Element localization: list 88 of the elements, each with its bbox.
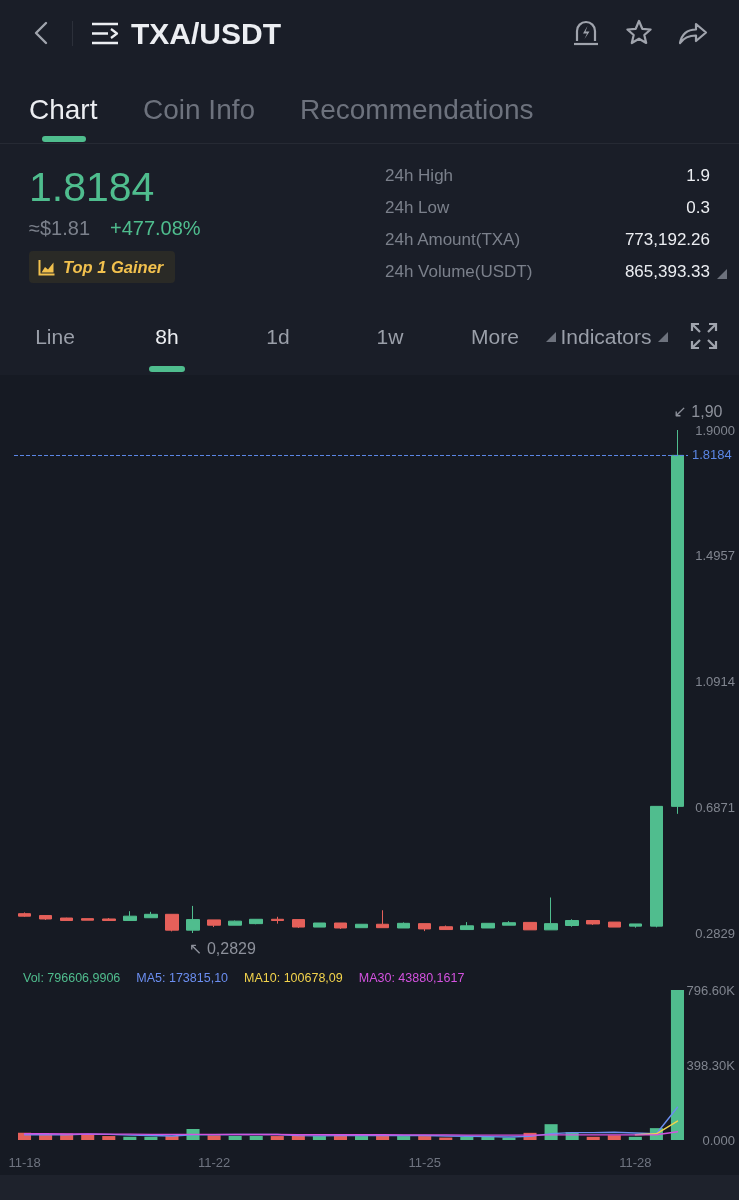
ref-line-label: 1.8184 (692, 447, 732, 463)
text: 865,393.33 (624, 262, 710, 282)
candlestick (565, 918, 579, 928)
candlestick (671, 429, 684, 815)
y-tick-label: 1.0914 (695, 674, 735, 690)
bar (397, 1136, 411, 1140)
candlestick (123, 910, 137, 922)
x-tick-label: 11-22 (197, 1155, 231, 1170)
y-tick-label: 398.30K (686, 1057, 736, 1073)
text: 24h Volume(USDT) (385, 262, 533, 282)
bar (207, 1135, 221, 1140)
text: ↖ 0,2829 (189, 939, 256, 957)
bar (670, 990, 684, 1140)
y-tick-label: 1.9000 (695, 422, 735, 438)
candlestick (271, 916, 284, 925)
text: Line (35, 324, 75, 350)
text: 1d (266, 324, 290, 350)
candlestick (228, 920, 242, 926)
bar (270, 1136, 284, 1140)
candlestick (207, 919, 221, 928)
text: 0.3 (686, 198, 710, 218)
candlestick (186, 905, 200, 934)
candlestick (355, 923, 368, 929)
bar (123, 1136, 137, 1140)
y-tick-label: 0.000 (702, 1132, 735, 1148)
text: Chart (29, 93, 98, 127)
bar (460, 1136, 474, 1140)
x-tick-label: 11-28 (619, 1155, 652, 1170)
text: 24h Low (385, 198, 450, 218)
candlestick (523, 921, 537, 931)
text: Top 1 Gainer (63, 257, 164, 277)
candlestick (629, 923, 642, 929)
text: 1.9 (686, 166, 710, 186)
candlestick (102, 917, 116, 922)
candlestick (650, 805, 663, 928)
text: MA30: 43880,1617 (358, 970, 465, 985)
text: Vol: 796606,9906 (23, 970, 121, 985)
text: 24h Amount(TXA) (385, 230, 521, 250)
y-tick-label: 0.6871 (695, 799, 735, 815)
bar (144, 1136, 158, 1140)
text: MA10: 100678,09 (244, 970, 343, 985)
candlestick (18, 911, 31, 918)
bar (228, 1136, 242, 1140)
text: TXA/USDT (131, 16, 281, 52)
candlestick (418, 923, 431, 932)
candlestick (460, 921, 474, 931)
text: Indicators (560, 324, 652, 350)
text: Coin Info (143, 93, 256, 127)
candlestick (81, 918, 94, 921)
candlestick (376, 909, 389, 929)
text: +477.08% (110, 216, 201, 240)
y-tick-label: 1.4957 (695, 548, 735, 564)
text: 1.8184 (29, 164, 155, 212)
text: ≈$1.81 (29, 216, 91, 240)
x-tick-label: 11-25 (408, 1155, 441, 1170)
y-tick-label: 0.2829 (695, 925, 735, 941)
y-tick-label: 796.60K (686, 982, 736, 998)
text: 8h (155, 324, 179, 350)
text: More (471, 324, 519, 350)
bar (249, 1136, 263, 1140)
bar (102, 1136, 116, 1140)
candlestick (39, 914, 52, 921)
bar (355, 1136, 369, 1140)
text: 1w (376, 324, 404, 350)
candlestick (608, 921, 621, 928)
x-tick-label: 11-18 (8, 1155, 41, 1170)
candlestick (481, 922, 495, 929)
bar (418, 1136, 432, 1140)
candlestick (144, 911, 158, 919)
candlestick (292, 919, 305, 929)
candlestick (249, 918, 263, 925)
bar (481, 1136, 495, 1140)
candlestick (439, 925, 453, 931)
candlestick (544, 897, 558, 931)
text: 773,192.26 (624, 230, 710, 250)
candlestick (165, 913, 179, 932)
text: MA5: 173815,10 (136, 970, 229, 985)
text: ↙ 1,90 (673, 402, 723, 420)
bar (628, 1136, 642, 1140)
candlestick (334, 922, 347, 930)
bar (586, 1136, 600, 1140)
candlestick (60, 917, 73, 922)
text: 24h High (385, 166, 454, 186)
candlestick (313, 922, 326, 928)
candlestick (586, 920, 600, 926)
candlestick (397, 921, 410, 929)
text: Recommendations (300, 93, 534, 127)
candlestick (502, 920, 516, 926)
